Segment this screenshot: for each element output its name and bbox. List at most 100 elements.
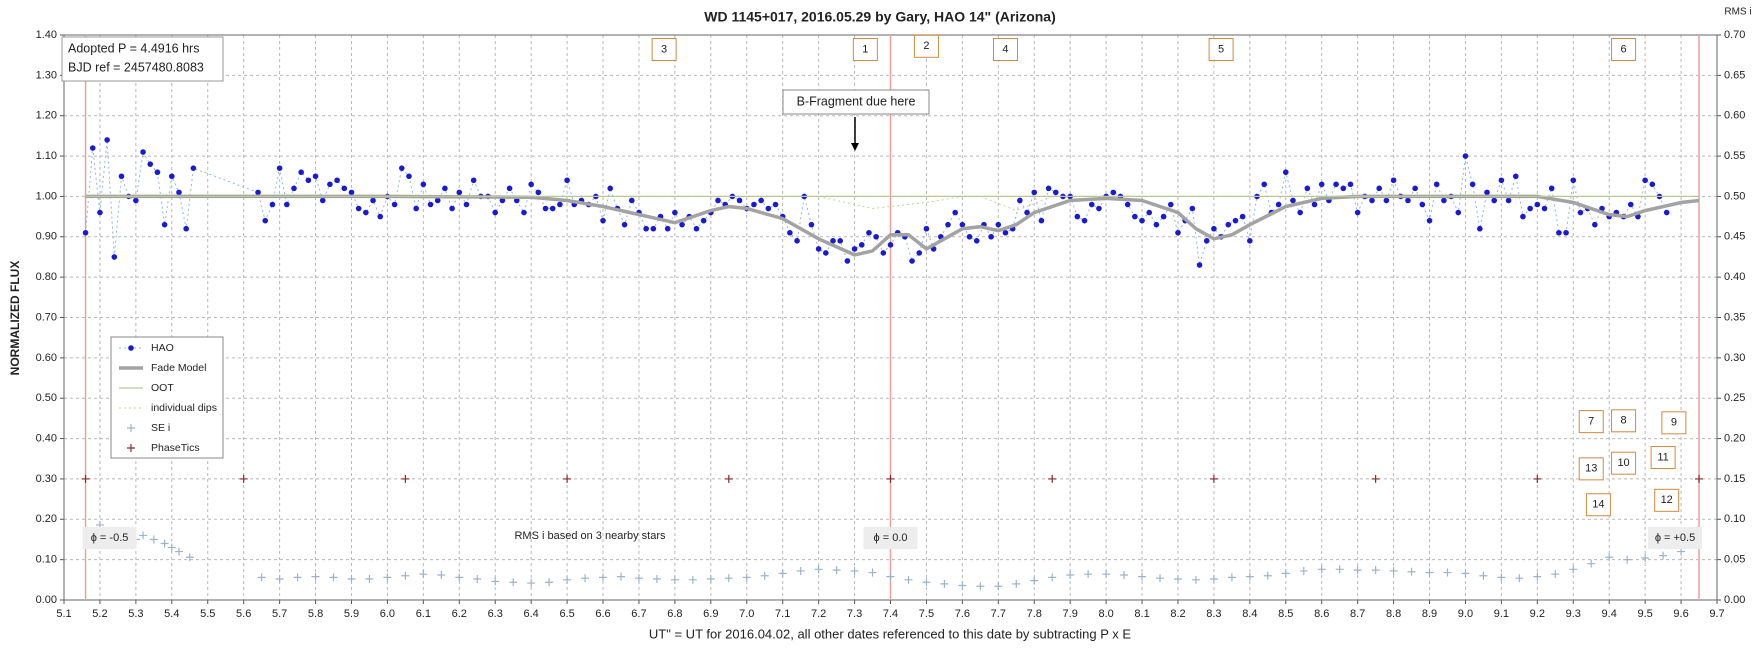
data-point — [1426, 217, 1433, 224]
data-point — [1462, 153, 1469, 159]
data-point — [473, 575, 482, 584]
data-point — [1239, 213, 1246, 220]
x-tick-label: 8.0 — [1098, 608, 1113, 620]
data-point — [169, 173, 175, 180]
data-point — [1425, 568, 1434, 577]
legend-box — [110, 336, 224, 459]
data-point — [1146, 209, 1153, 216]
dip-label: 12 — [1661, 494, 1673, 506]
data-point — [401, 474, 410, 483]
data-point — [787, 229, 793, 236]
phase-label-box — [82, 527, 137, 549]
data-point — [887, 242, 894, 248]
data-point — [305, 177, 312, 184]
x-tick-label: 7.0 — [739, 608, 754, 620]
data-point — [650, 225, 657, 232]
data-point — [945, 221, 951, 228]
dip-label: 5 — [1218, 43, 1224, 55]
phase-label: ϕ = -0.5 — [91, 532, 129, 544]
data-point — [262, 217, 269, 224]
series-line — [818, 195, 1053, 212]
data-point — [1317, 565, 1326, 574]
data-point — [1515, 574, 1524, 583]
x-axis-label: UT" = UT for 2016.04.02, all other dates… — [649, 626, 1131, 641]
data-point — [1048, 573, 1057, 582]
data-point — [868, 568, 877, 577]
data-point — [607, 185, 614, 192]
data-point — [1498, 177, 1505, 184]
x-tick-label: 9.3 — [1566, 608, 1581, 620]
data-point — [413, 205, 419, 212]
data-point — [319, 197, 326, 204]
data-point — [672, 209, 678, 216]
legend-label: individual dips — [151, 402, 217, 414]
x-tick-label: 7.2 — [811, 608, 826, 620]
data-point — [823, 250, 829, 256]
dip-label-box — [1578, 457, 1604, 481]
data-point — [1074, 213, 1081, 220]
data-point — [1002, 229, 1009, 236]
data-point — [1605, 553, 1614, 562]
data-point — [1017, 197, 1023, 204]
data-point — [1290, 197, 1296, 204]
data-point — [1053, 189, 1059, 196]
dip-label-box — [913, 34, 939, 58]
data-point — [904, 575, 913, 584]
x-tick-label: 9.2 — [1530, 608, 1545, 620]
dip-label-box — [1654, 488, 1680, 512]
data-point — [239, 474, 248, 483]
dip-label-box — [1585, 493, 1611, 517]
dip-label: 9 — [1671, 417, 1677, 429]
data-point — [1376, 185, 1383, 192]
y-tick-label: 0.80 — [36, 271, 57, 283]
chart-title: WD 1145+017, 2016.05.29 by Gary, HAO 14"… — [704, 9, 1056, 25]
data-point — [419, 570, 428, 579]
data-point — [434, 197, 441, 204]
data-point — [1173, 575, 1182, 584]
x-tick-label: 5.3 — [128, 608, 143, 620]
data-point — [1649, 181, 1656, 188]
data-point — [81, 474, 90, 483]
data-point — [916, 250, 923, 256]
dip-label-box — [1661, 411, 1687, 435]
data-point — [341, 185, 348, 192]
x-tick-label: 6.4 — [524, 608, 539, 620]
data-point — [82, 229, 89, 236]
data-point — [643, 225, 649, 232]
y2-tick-label: 0.25 — [1724, 392, 1745, 404]
x-tick-label: 6.3 — [488, 608, 503, 620]
arrow-note: B-Fragment due here — [797, 94, 916, 108]
data-point — [1102, 570, 1111, 579]
data-point — [147, 161, 154, 167]
data-point — [1443, 568, 1452, 577]
x-tick-label: 6.8 — [667, 608, 682, 620]
legend-label: OOT — [151, 382, 174, 394]
data-point — [1520, 213, 1526, 220]
x-tick-label: 5.8 — [308, 608, 323, 620]
data-point — [1389, 566, 1398, 575]
data-point — [499, 197, 506, 204]
data-point — [814, 565, 823, 574]
data-point — [1512, 173, 1519, 180]
data-point — [1641, 554, 1650, 563]
data-point — [693, 225, 700, 232]
data-point — [269, 201, 276, 208]
data-point — [742, 573, 751, 582]
data-point — [1038, 217, 1045, 224]
data-point — [355, 205, 362, 212]
data-point — [952, 209, 958, 216]
y2-tick-label: 0.45 — [1724, 231, 1745, 243]
data-point — [521, 209, 527, 216]
data-point — [1548, 185, 1555, 192]
data-point — [470, 177, 477, 184]
data-point — [616, 572, 625, 581]
y-tick-label: 1.40 — [36, 29, 57, 41]
data-point — [257, 573, 266, 582]
data-point — [1024, 209, 1030, 216]
data-point — [1167, 201, 1174, 208]
data-point — [1461, 569, 1470, 578]
y-tick-label: 0.40 — [36, 432, 57, 444]
phase-label-box — [1648, 527, 1703, 549]
data-point — [815, 246, 822, 252]
data-point — [455, 573, 464, 582]
